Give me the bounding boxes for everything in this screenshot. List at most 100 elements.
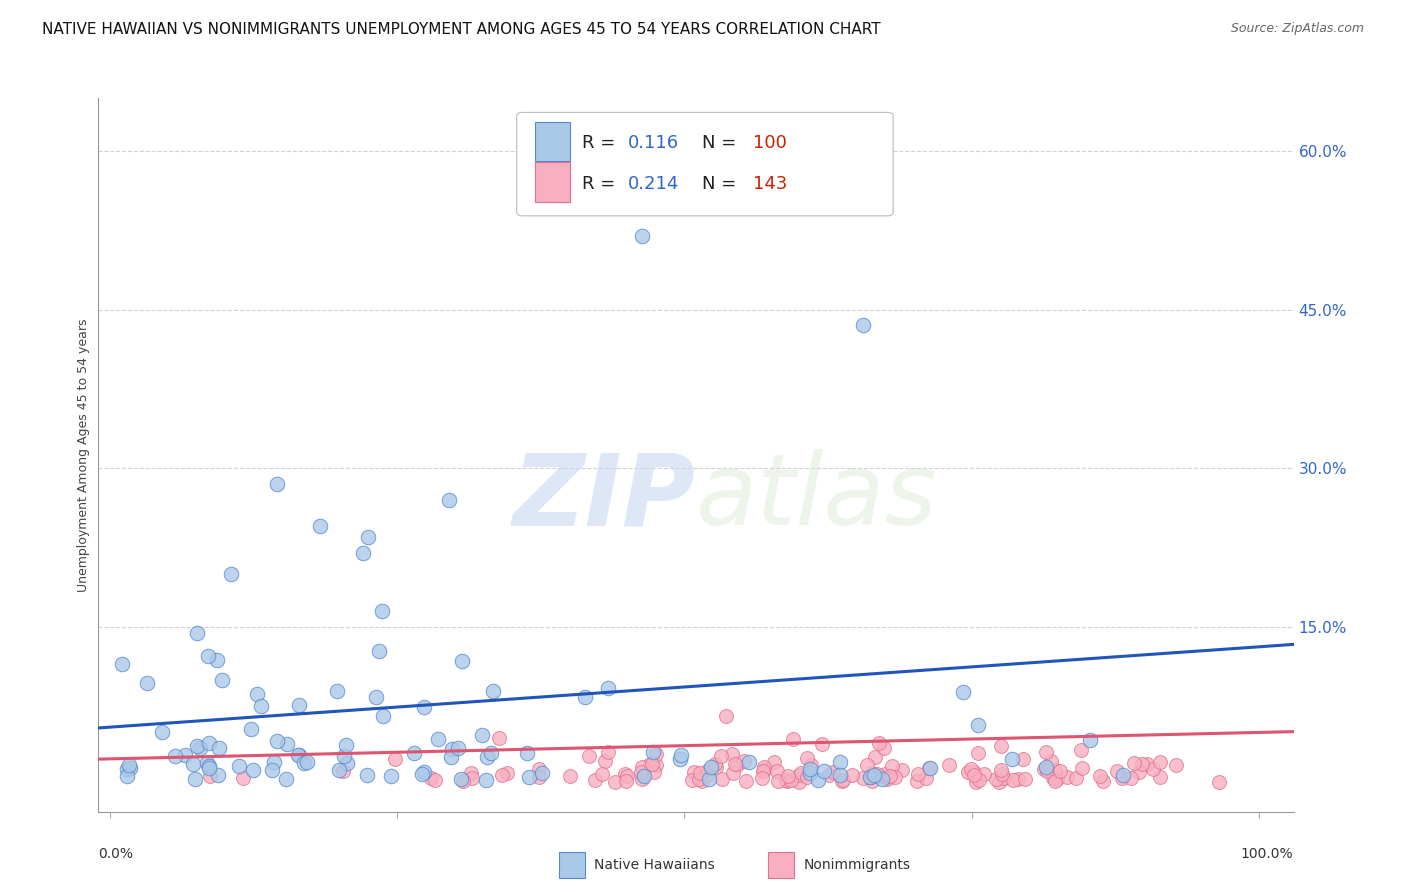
Point [1166,758,1188,772]
Point [752,764,775,778]
Point [860,766,883,780]
Point [641,745,664,759]
Point [800,757,823,772]
Point [876,770,898,784]
Point [796,770,818,784]
Point [115,768,138,782]
Point [735,774,758,789]
Point [150,725,173,739]
Point [332,764,354,778]
Text: R =: R = [582,175,621,193]
Point [441,741,464,756]
Point [787,775,810,789]
Point [292,756,315,770]
Point [371,709,394,723]
Point [263,756,285,770]
Point [232,771,254,785]
Point [873,741,896,756]
Point [1039,754,1062,768]
Point [1071,761,1094,775]
Point [1035,760,1057,774]
Point [920,761,942,775]
Point [309,519,332,533]
Point [583,772,606,787]
Point [118,761,141,775]
Point [823,764,845,779]
Point [1002,773,1025,788]
Point [115,762,138,776]
Point [419,772,441,786]
Text: Native Hawaiians: Native Hawaiians [595,858,716,872]
Bar [534,121,571,161]
Point [1012,751,1035,765]
Point [475,772,498,787]
Text: N =: N = [702,134,742,152]
Point [818,768,841,782]
Point [973,766,995,780]
Point [796,751,818,765]
Point [859,770,882,784]
Point [367,644,389,658]
Point [516,747,538,761]
Point [1078,733,1101,747]
Text: R =: R = [582,134,621,152]
Point [876,772,898,787]
Point [778,769,800,783]
Point [990,739,1012,753]
Point [645,758,668,772]
Text: NATIVE HAWAIIAN VS NONIMMIGRANTS UNEMPLOYMENT AMONG AGES 45 TO 54 YEARS CORRELAT: NATIVE HAWAIIAN VS NONIMMIGRANTS UNEMPLO… [42,22,880,37]
Point [475,749,498,764]
Point [262,763,284,777]
Point [412,699,434,714]
Text: 0.116: 0.116 [628,134,679,152]
Point [966,718,988,732]
Point [197,649,219,664]
Text: 100.0%: 100.0% [1241,847,1294,862]
Point [690,774,713,789]
Point [110,657,132,672]
Point [1149,770,1171,784]
Point [776,774,799,789]
Point [593,754,616,768]
Point [967,746,990,760]
Point [990,767,1012,781]
Point [614,766,637,780]
Point [207,768,229,782]
Point [789,768,811,782]
Point [751,771,773,785]
Point [297,756,319,770]
Text: 0.0%: 0.0% [98,847,134,862]
Point [959,762,981,776]
Point [868,736,890,750]
Point [560,769,582,783]
Point [754,763,776,777]
Point [357,530,380,544]
Point [190,740,212,755]
Point [411,767,433,781]
Point [228,759,250,773]
Point [738,755,761,769]
Point [616,769,638,783]
Point [952,685,974,699]
Point [1123,756,1146,770]
Point [1208,774,1230,789]
Point [614,773,637,788]
Text: Source: ZipAtlas.com: Source: ZipAtlas.com [1230,22,1364,36]
Point [136,676,159,690]
Point [696,768,718,782]
Point [184,772,207,787]
Point [1049,764,1071,779]
Point [471,728,494,742]
Text: atlas: atlas [696,450,938,546]
Point [810,737,832,751]
Point [828,768,851,782]
Point [645,747,668,762]
Point [174,748,197,763]
Point [630,760,652,774]
Point [724,756,747,771]
Point [963,768,986,782]
Point [859,770,882,784]
Point [488,731,510,746]
Point [186,626,208,640]
Point [630,772,652,787]
